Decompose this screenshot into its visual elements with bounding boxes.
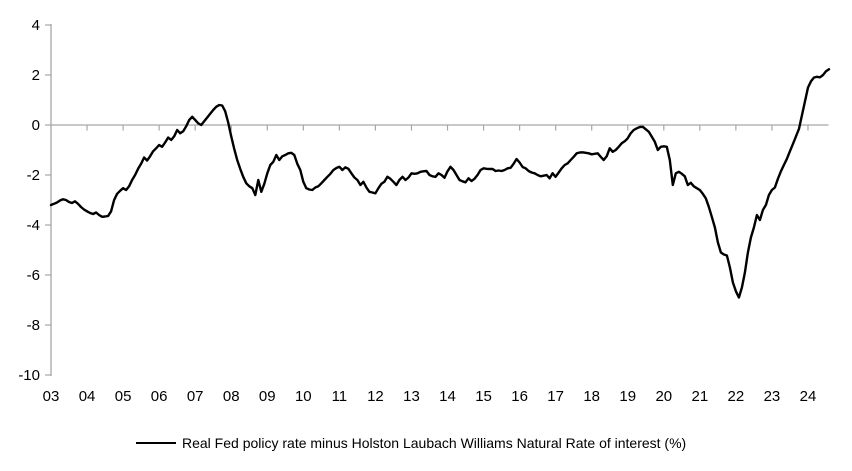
x-tick-label: 22 (728, 388, 745, 405)
x-tick-label: 20 (655, 388, 672, 405)
x-tick-label: 06 (151, 388, 168, 405)
x-tick-label: 23 (764, 388, 781, 405)
y-tick-label: -8 (27, 317, 40, 334)
legend-label: Real Fed policy rate minus Holston Lauba… (182, 435, 687, 451)
chart-container: 4 2 0 -2 -4 -6 -8 -10 03 04 05 06 07 08 09 10 11 12 13 14 15… (18, 17, 831, 405)
x-tick-label: 13 (403, 388, 420, 405)
legend: Real Fed policy rate minus Holston Lauba… (136, 434, 686, 452)
x-tick-label: 04 (79, 388, 96, 405)
x-tick-label: 10 (295, 388, 312, 405)
x-tick-label: 17 (547, 388, 564, 405)
x-tick-label: 05 (115, 388, 132, 405)
y-tick-label: -2 (27, 167, 40, 184)
x-tick-label: 15 (475, 388, 492, 405)
x-tick-label: 03 (43, 388, 60, 405)
y-tick-label: -4 (27, 217, 40, 234)
y-tick-label: 2 (32, 67, 40, 84)
x-tick-label: 11 (332, 388, 348, 405)
x-tick-label: 16 (511, 388, 528, 405)
x-tick-label: 14 (439, 388, 456, 405)
x-tick-label: 08 (223, 388, 240, 405)
x-tick-label: 07 (187, 388, 204, 405)
x-tick-label: 18 (583, 388, 600, 405)
x-tick-label: 09 (259, 388, 276, 405)
x-tick-label: 12 (367, 388, 384, 405)
data-line (49, 68, 831, 299)
y-tick-label: -6 (27, 267, 40, 284)
y-tick-label: 4 (32, 17, 40, 34)
y-tick-label: -10 (18, 367, 40, 384)
x-tick-label: 24 (800, 388, 817, 405)
legend-line-sample (136, 442, 176, 444)
x-tick-label: 21 (691, 388, 708, 405)
x-tick-label: 19 (619, 388, 636, 405)
y-tick-label: 0 (32, 117, 40, 134)
